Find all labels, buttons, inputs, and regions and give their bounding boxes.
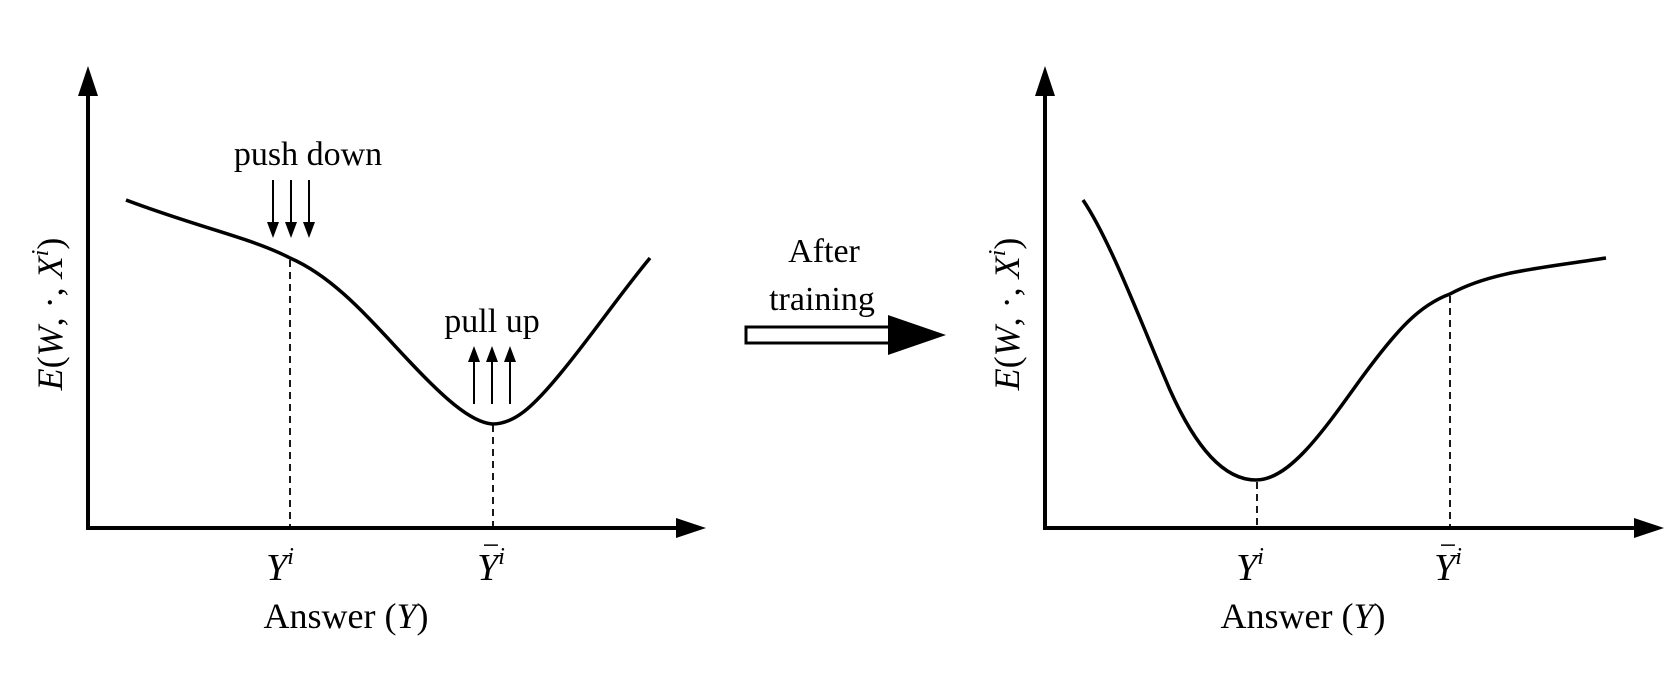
push-down-label: push down: [234, 136, 382, 173]
left-y-axis-label: E(W, ·, Xi): [28, 238, 70, 392]
push-down-arrows: [267, 180, 315, 238]
svg-text:E(W, ·, Xi): E(W, ·, Xi): [28, 238, 70, 392]
left-energy-curve: [126, 200, 650, 424]
right-energy-curve: [1083, 200, 1606, 480]
training-label: training: [769, 281, 875, 318]
right-y-axis-arrowhead: [1035, 66, 1055, 96]
pull-up-arrows: [468, 346, 516, 404]
left-x-axis-arrowhead: [676, 518, 706, 538]
left-x-axis-label: Answer (Y): [263, 596, 428, 636]
transition-arrow-head: [888, 315, 946, 355]
right-tick-true-label: Yi: [1236, 544, 1264, 589]
left-panel: push down pull up E(W, ·, Xi) Yi − Yi An…: [28, 66, 706, 636]
right-x-axis-arrowhead: [1634, 518, 1664, 538]
left-tick-wrong-label: Yi: [477, 544, 505, 589]
transition: After training: [746, 233, 946, 355]
left-tick-true-label: Yi: [266, 544, 294, 589]
right-y-axis-label: E(W, ·, Xi): [985, 238, 1027, 392]
svg-text:E(W, ·, Xi): E(W, ·, Xi): [985, 238, 1027, 392]
right-x-axis-label: Answer (Y): [1220, 596, 1385, 636]
left-y-axis-arrowhead: [78, 66, 98, 96]
after-label: After: [788, 233, 860, 270]
right-tick-wrong-label: Yi: [1434, 544, 1462, 589]
pull-up-label: pull up: [444, 303, 539, 340]
right-panel: E(W, ·, Xi) Yi − Yi Answer (Y): [985, 66, 1664, 636]
transition-arrow-shaft: [746, 327, 890, 343]
